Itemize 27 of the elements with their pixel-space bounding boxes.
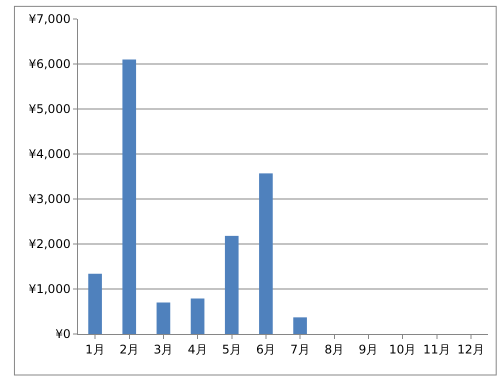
bar bbox=[190, 298, 204, 334]
x-tick-label: 9月 bbox=[358, 342, 378, 356]
x-tick-label: 7月 bbox=[290, 342, 310, 356]
x-tick-label: 10月 bbox=[388, 342, 416, 356]
bar bbox=[293, 317, 307, 334]
y-tick-label: ¥6,000 bbox=[28, 57, 71, 72]
bar bbox=[122, 60, 136, 334]
x-tick-label: 2月 bbox=[119, 342, 140, 356]
bar bbox=[156, 302, 170, 334]
x-tick-label: 11月 bbox=[423, 342, 450, 356]
x-tick-label: 12月 bbox=[457, 342, 485, 356]
y-tick-label: ¥4,000 bbox=[28, 147, 71, 162]
bar bbox=[224, 236, 239, 334]
bar bbox=[259, 173, 273, 334]
x-tick-label: 8月 bbox=[324, 342, 344, 356]
y-tick-label: ¥3,000 bbox=[28, 192, 71, 206]
x-tick-label: 5月 bbox=[222, 342, 242, 356]
y-tick-label: ¥1,000 bbox=[28, 282, 71, 296]
y-tick-label: ¥7,000 bbox=[28, 12, 71, 26]
y-tick-label: ¥0 bbox=[55, 327, 71, 342]
y-tick-label: ¥2,000 bbox=[28, 237, 71, 252]
x-tick-label: 3月 bbox=[154, 342, 174, 356]
x-tick-label: 4月 bbox=[188, 342, 208, 356]
y-tick-label: ¥5,000 bbox=[28, 102, 71, 116]
x-tick-label: 6月 bbox=[256, 342, 276, 356]
x-tick-label: 1月 bbox=[85, 342, 105, 356]
bar bbox=[88, 274, 102, 334]
